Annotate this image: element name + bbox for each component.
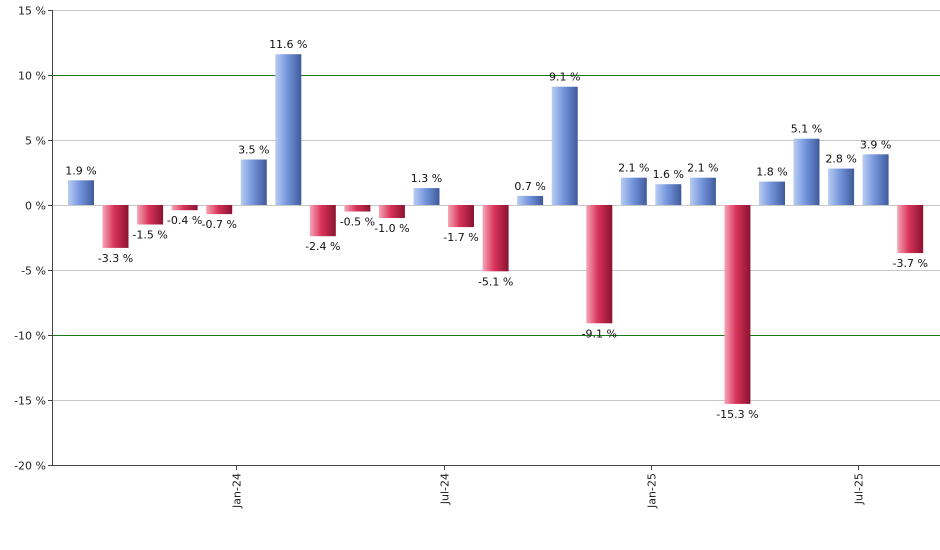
bar [378,205,405,218]
y-tick-label: -5 % [21,265,46,278]
data-label: -5.1 % [478,275,513,288]
data-label: 1.8 % [756,166,787,179]
bar [413,188,440,205]
data-label: -0.5 % [340,216,375,229]
bar [206,205,233,215]
bar [862,154,889,205]
bar [240,159,267,205]
data-label: -9.1 % [582,327,617,340]
data-label: 1.6 % [653,168,684,181]
x-tick-label: Jul-25 [853,473,866,505]
data-label: 2.1 % [618,162,649,175]
bar [102,205,129,248]
bar [586,205,613,324]
y-tick-label: 15 % [18,5,46,18]
bar [620,177,647,205]
bar [448,205,474,228]
data-label: 5.1 % [791,123,822,136]
data-label: 0.7 % [514,180,545,193]
data-label: 2.1 % [687,162,718,175]
bar [482,205,509,272]
bar [551,86,578,205]
data-label: -15.3 % [716,408,758,421]
y-tick-label: 5 % [25,135,46,148]
data-label: 9.1 % [549,71,580,84]
data-label: -3.7 % [892,257,927,270]
axes: 15 % 10 % 5 % 0 % -5 % -10 % -15 % -20 % Jan-24 J… [14,5,940,509]
bar [517,195,544,205]
data-label: -1.0 % [374,222,409,235]
bar [897,205,924,254]
x-tick-label: Jan-25 [646,473,659,509]
bar [793,138,820,205]
data-labels: 1.9 % -3.3 % -1.5 %-0.4 % -0.7 % 3.5 % 11.6 %… [65,38,928,421]
bar [275,54,302,206]
bar [137,205,164,225]
bar [655,184,682,205]
bar [689,177,716,205]
data-label: -0.7 % [201,218,236,231]
bars [68,54,924,404]
bar [68,180,94,205]
y-tick-label: -10 % [14,330,46,343]
data-label: -0.4 % [167,214,202,227]
y-tick-label: 0 % [25,200,46,213]
data-label: 3.9 % [860,138,891,151]
bar [828,168,855,205]
data-label: -3.3 % [98,252,133,265]
data-label: -2.4 % [305,240,340,253]
data-label: 11.6 % [269,38,307,51]
y-tick-label: -20 % [14,460,46,473]
bar [171,205,198,211]
y-tick-label: -15 % [14,395,46,408]
data-label: 1.3 % [411,172,442,185]
y-tick-label: 10 % [18,70,46,83]
x-tick-label: Jul-24 [439,473,452,505]
data-label: 2.8 % [825,153,856,166]
x-tick-label: Jan-24 [231,473,244,509]
data-label: 1.9 % [65,164,96,177]
bar [309,205,336,237]
bar [759,181,785,205]
data-label: -1.5 % [132,229,167,242]
data-label: 3.5 % [238,144,269,157]
data-label: -1.7 % [443,231,478,244]
bar [724,205,751,404]
bar [344,205,371,212]
